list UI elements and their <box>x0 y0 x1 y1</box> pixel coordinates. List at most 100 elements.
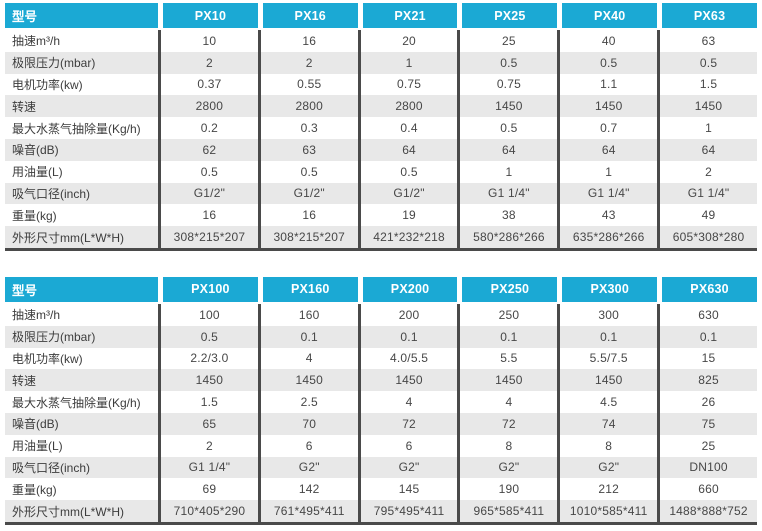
spec-value: 74 <box>557 412 658 435</box>
spec-value: 0.5 <box>158 325 258 348</box>
spec-value: 761*495*411 <box>257 500 358 522</box>
spec-row-label: 重量(kg) <box>12 482 57 497</box>
spec-row: 吸气口径(inch) G1/2" G1/2" G1/2" G1 1/4" G1 1/4" G… <box>5 182 757 205</box>
model-header: PX25 <box>457 3 558 28</box>
spec-value: 0.5 <box>657 51 757 74</box>
spec-value: 25 <box>457 30 557 52</box>
spec-row: 最大水蒸气抽除量(Kg/h) 1.5 2.5 4 4 4.5 26 <box>5 391 757 413</box>
spec-value: 20 <box>357 30 458 52</box>
spec-value: 62 <box>158 138 258 161</box>
spec-value: 72 <box>457 412 558 435</box>
spec-value: 8 <box>457 434 557 457</box>
spec-value: 421*232*218 <box>357 226 458 248</box>
spec-value: 2800 <box>357 95 458 118</box>
spec-value: G2" <box>257 456 358 479</box>
spec-table-small-models: 型号 PX10 PX16 PX21 PX25 PX40 PX63 抽速m³/h 10 16 20 25… <box>5 3 757 251</box>
spec-row-label: 最大水蒸气抽除量(Kg/h) <box>12 395 141 410</box>
spec-row-label: 电机功率(kw) <box>12 77 83 92</box>
spec-value: 72 <box>357 412 458 435</box>
model-header: PX250 <box>457 276 558 302</box>
spec-row: 最大水蒸气抽除量(Kg/h) 0.2 0.3 0.4 0.5 0.7 1 <box>5 117 757 139</box>
table-header-row: 型号 PX10 PX16 PX21 PX25 PX40 PX63 <box>5 3 757 28</box>
spec-row-label: 吸气口径(inch) <box>5 456 158 479</box>
spec-value: 1.5 <box>158 391 258 413</box>
model-header: PX630 <box>657 276 757 302</box>
spec-value: 142 <box>257 478 358 501</box>
spec-value: 4 <box>357 391 458 413</box>
spec-row-label: 重量(kg) <box>12 208 57 223</box>
model-header: PX100 <box>158 276 258 302</box>
spec-value: 75 <box>657 412 757 435</box>
spec-value: 70 <box>257 412 358 435</box>
spec-value: 16 <box>257 204 358 227</box>
spec-value: DN100 <box>657 456 757 479</box>
spec-value: 2.2/3.0 <box>158 347 258 370</box>
spec-value: G1/2" <box>158 182 258 205</box>
spec-row: 用油量(L) 0.5 0.5 0.5 1 1 2 <box>5 160 757 183</box>
spec-row: 电机功率(kw) 0.37 0.55 0.75 0.75 1.1 1.5 <box>5 73 757 96</box>
spec-value: 4.0/5.5 <box>357 347 458 370</box>
spec-row-label: 最大水蒸气抽除量(Kg/h) <box>12 121 141 136</box>
spec-value: 0.75 <box>457 73 557 96</box>
spec-value: 630 <box>657 303 757 326</box>
spec-value: 5.5 <box>457 347 557 370</box>
spec-value: 40 <box>557 30 657 52</box>
spec-value: 308*215*207 <box>158 226 258 248</box>
spec-row: 电机功率(kw) 2.2/3.0 4 4.0/5.5 5.5 5.5/7.5 15 <box>5 347 757 370</box>
spec-row: 抽速m³/h 10 16 20 25 40 63 <box>5 30 757 52</box>
table-gap <box>5 251 757 277</box>
spec-value: 16 <box>158 204 258 227</box>
spec-value: 1450 <box>657 95 757 118</box>
spec-value: 308*215*207 <box>257 226 358 248</box>
spec-value: 200 <box>357 303 458 326</box>
spec-value: 1.1 <box>557 73 657 96</box>
spec-value: 15 <box>657 347 757 370</box>
spec-value: 160 <box>257 303 358 326</box>
spec-value: 2800 <box>257 95 358 118</box>
spec-row-label: 吸气口径(inch) <box>5 182 158 205</box>
spec-value: 2 <box>257 51 358 74</box>
spec-row: 噪音(dB) 62 63 64 64 64 64 <box>5 138 757 161</box>
spec-value: 2800 <box>158 95 258 118</box>
spec-value: 43 <box>557 204 657 227</box>
spec-row-label: 抽速m³/h <box>12 308 61 323</box>
spec-row: 噪音(dB) 65 70 72 72 74 75 <box>5 412 757 435</box>
spec-value: 1450 <box>557 369 658 392</box>
model-header-label: 型号 <box>5 276 158 302</box>
spec-value: 0.1 <box>257 325 358 348</box>
spec-row: 极限压力(mbar) 2 2 1 0.5 0.5 0.5 <box>5 51 757 74</box>
spec-row: 抽速m³/h 100 160 200 250 300 630 <box>5 303 757 326</box>
spec-value: 0.75 <box>357 73 458 96</box>
spec-value: G1/2" <box>257 182 358 205</box>
spec-value: 19 <box>357 204 458 227</box>
spec-value: 64 <box>657 138 757 161</box>
spec-row-label: 转速 <box>5 95 158 118</box>
spec-row: 外形尺寸mm(L*W*H) 308*215*207 308*215*207 421*2… <box>5 226 757 248</box>
spec-value: 580*286*266 <box>457 226 558 248</box>
spec-value: G2" <box>457 456 558 479</box>
model-header: PX200 <box>357 276 458 302</box>
spec-value: 69 <box>158 478 258 501</box>
spec-value: 10 <box>158 30 258 52</box>
spec-value: 16 <box>257 30 358 52</box>
spec-value: 0.5 <box>457 117 557 139</box>
spec-value: 0.5 <box>557 51 658 74</box>
spec-value: 1450 <box>557 95 658 118</box>
spec-value: 100 <box>158 303 258 326</box>
spec-row-label: 外形尺寸mm(L*W*H) <box>5 226 158 248</box>
spec-value: 1 <box>657 117 757 139</box>
spec-value: 965*585*411 <box>457 500 558 522</box>
spec-value: 4 <box>457 391 557 413</box>
spec-value: 0.4 <box>357 117 458 139</box>
spec-value: 65 <box>158 412 258 435</box>
spec-value: 1450 <box>457 95 558 118</box>
spec-value: 64 <box>557 138 658 161</box>
spec-value: 795*495*411 <box>357 500 458 522</box>
spec-value: 25 <box>657 434 757 457</box>
spec-value: 0.3 <box>257 117 358 139</box>
spec-value: 8 <box>557 434 657 457</box>
spec-value: 1450 <box>257 369 358 392</box>
spec-value: G1 1/4" <box>158 456 258 479</box>
spec-value: 1 <box>557 160 657 183</box>
spec-row: 外形尺寸mm(L*W*H) 710*405*290 761*495*411 795*4… <box>5 500 757 522</box>
